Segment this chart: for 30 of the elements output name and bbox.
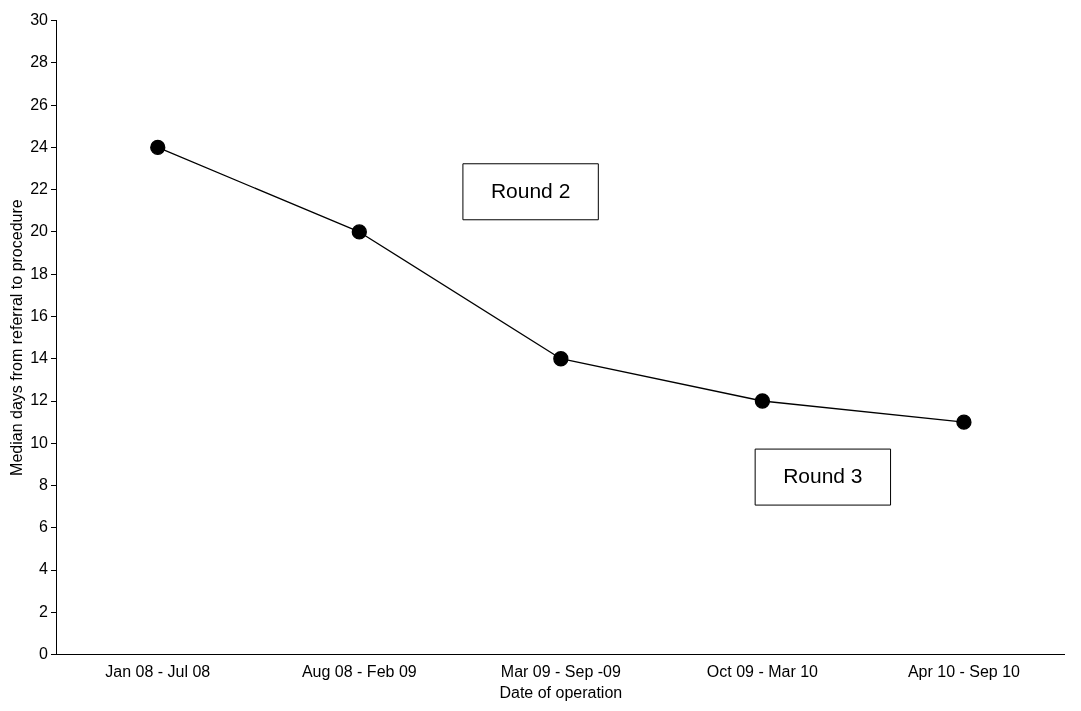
x-tick-label: Mar 09 - Sep -09: [500, 662, 621, 680]
point: [150, 139, 166, 156]
annotation: Round 3: [783, 463, 863, 487]
x-tick-label: Oct 09 - Mar 10: [706, 662, 819, 680]
y-tick-label: 26: [30, 95, 49, 113]
point: [754, 393, 771, 409]
x-axis-title: Date of operation: [499, 683, 623, 701]
y-tick-label: 4: [39, 560, 49, 578]
point: [956, 414, 972, 430]
y-tick-label: 30: [30, 11, 49, 29]
y-tick-label: 14: [30, 349, 49, 367]
y-tick-label: 16: [30, 306, 49, 324]
y-tick-label: 24: [30, 137, 49, 155]
x-tick-label: Apr 10 - Sep 10: [907, 662, 1021, 680]
y-tick-label: 20: [30, 222, 49, 240]
y-tick-label: 6: [39, 518, 49, 536]
y-tick-label: 2: [39, 602, 49, 620]
annotation: Round 2: [490, 178, 571, 202]
y-tick-label: 10: [30, 433, 49, 451]
y-tick-label: 22: [30, 180, 49, 198]
y-tick-label: 28: [30, 53, 49, 71]
x-tick-label: Aug 08 - Feb 09: [301, 662, 417, 680]
y-tick-label: 12: [30, 391, 49, 409]
y-tick-label: 18: [30, 264, 49, 282]
y-tick-label: 0: [39, 645, 49, 663]
point: [351, 224, 367, 240]
x-tick-label: Jan 08 - Jul 08: [105, 662, 211, 680]
y-axis-title: Median days from referral to procedure: [8, 199, 26, 476]
point: [553, 351, 569, 367]
y-tick-label: 8: [39, 475, 49, 493]
